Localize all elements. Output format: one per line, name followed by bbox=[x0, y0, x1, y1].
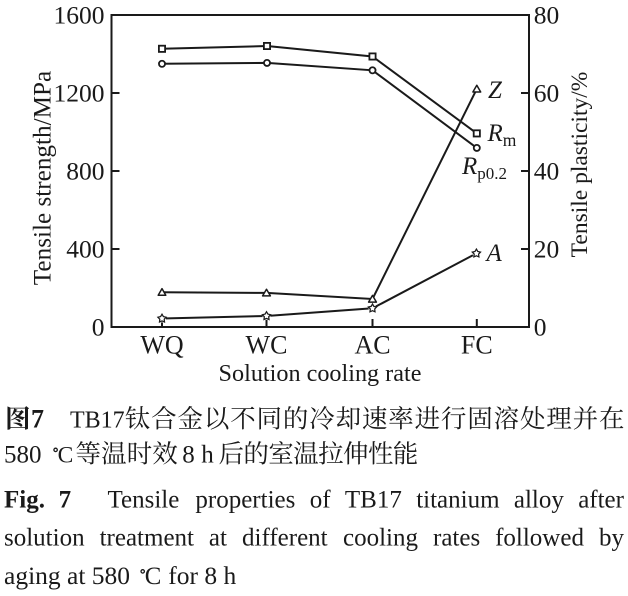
svg-text:at: at bbox=[209, 525, 227, 552]
svg-text:80: 80 bbox=[534, 0, 560, 29]
svg-text:rates: rates bbox=[433, 525, 480, 552]
svg-text:1600: 1600 bbox=[54, 0, 105, 29]
svg-text:400: 400 bbox=[66, 234, 104, 263]
svg-text:60: 60 bbox=[534, 78, 560, 107]
svg-text:Tensile plasticity/%: Tensile plasticity/% bbox=[567, 72, 593, 258]
svg-text:properties: properties bbox=[195, 487, 295, 514]
svg-text:580: 580 bbox=[4, 442, 42, 469]
svg-text:treatment: treatment bbox=[100, 525, 194, 552]
svg-text:h: h bbox=[201, 442, 214, 469]
svg-text:solution: solution bbox=[4, 525, 85, 552]
svg-text:different: different bbox=[242, 525, 328, 552]
svg-text:Tensile: Tensile bbox=[108, 487, 180, 514]
svg-text:by: by bbox=[599, 525, 625, 552]
svg-text:Solution cooling rate: Solution cooling rate bbox=[219, 360, 422, 387]
svg-text:TB17: TB17 bbox=[345, 487, 402, 514]
svg-text:0: 0 bbox=[92, 312, 105, 341]
svg-text:TB17: TB17 bbox=[70, 408, 125, 434]
svg-text:FC: FC bbox=[461, 331, 493, 360]
svg-text:R: R bbox=[487, 120, 503, 147]
svg-text:R: R bbox=[461, 153, 477, 180]
svg-text:C: C bbox=[58, 443, 74, 469]
svg-text:C: C bbox=[145, 563, 162, 590]
svg-text:Fig.: Fig. bbox=[4, 487, 45, 514]
svg-text:p0.2: p0.2 bbox=[477, 164, 507, 183]
svg-text:titanium: titanium bbox=[416, 487, 500, 514]
svg-text:cooling: cooling bbox=[343, 525, 418, 552]
svg-text:m: m bbox=[503, 130, 517, 150]
svg-text:800: 800 bbox=[66, 156, 104, 185]
svg-text:1200: 1200 bbox=[54, 78, 105, 107]
svg-text:A: A bbox=[485, 240, 503, 267]
svg-text:aging at 580: aging at 580 bbox=[4, 561, 130, 590]
svg-text:AC: AC bbox=[354, 331, 390, 360]
svg-text:WQ: WQ bbox=[140, 331, 184, 360]
svg-text:Z: Z bbox=[488, 77, 503, 104]
svg-text:followed: followed bbox=[495, 525, 584, 552]
svg-text:Tensile strength/MPa: Tensile strength/MPa bbox=[30, 71, 57, 285]
svg-text:alloy: alloy bbox=[514, 487, 564, 514]
svg-text:for 8 h: for 8 h bbox=[168, 561, 236, 590]
svg-text:7: 7 bbox=[59, 487, 72, 514]
svg-text:20: 20 bbox=[534, 234, 560, 263]
svg-text:8: 8 bbox=[182, 442, 195, 469]
svg-text:after: after bbox=[578, 487, 624, 514]
svg-text:40: 40 bbox=[534, 156, 560, 185]
svg-text:WC: WC bbox=[246, 331, 288, 360]
svg-text:0: 0 bbox=[534, 312, 547, 341]
svg-text:7: 7 bbox=[31, 405, 44, 434]
svg-text:of: of bbox=[310, 487, 332, 514]
